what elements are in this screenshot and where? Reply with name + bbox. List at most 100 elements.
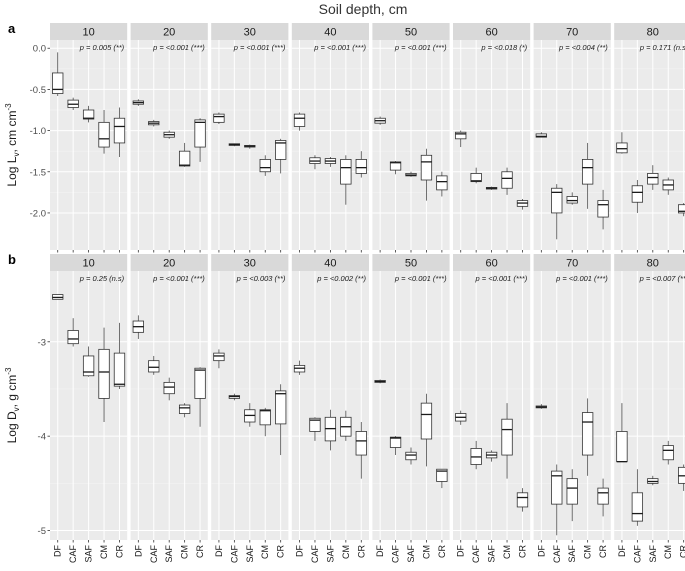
p-value-label: p = <0.001 (***) xyxy=(152,43,205,52)
box-caf xyxy=(148,355,160,375)
y-tick-label: -5 xyxy=(38,526,46,537)
panel-background xyxy=(614,271,685,540)
box-body xyxy=(389,161,402,171)
y-tick-label: 0.0 xyxy=(33,44,46,55)
box-cm xyxy=(178,142,191,167)
box-body xyxy=(98,121,110,148)
chart-title: Soil depth, cm xyxy=(319,1,408,17)
x-tick-label: CM xyxy=(99,545,109,559)
x-tick-label: CR xyxy=(195,545,205,558)
box-body xyxy=(535,133,547,138)
box-saf xyxy=(566,192,578,205)
box-body xyxy=(647,173,659,185)
box-body xyxy=(436,468,448,482)
box-df xyxy=(132,315,144,339)
box-body xyxy=(455,131,467,140)
facet-strip xyxy=(614,254,685,271)
box-saf xyxy=(647,165,659,190)
facet-strip xyxy=(533,23,611,40)
x-tick-label: DF xyxy=(295,545,305,557)
x-tick-label: CR xyxy=(114,545,124,558)
x-tick-label: SAF xyxy=(84,545,94,563)
facet-strip-label: 80 xyxy=(647,27,659,39)
box-cm xyxy=(340,410,352,441)
box-body xyxy=(616,431,628,463)
box-df xyxy=(374,116,386,125)
p-value-label: p = <0.018 (*) xyxy=(480,43,527,52)
box-caf xyxy=(551,464,563,536)
box-saf xyxy=(244,403,256,427)
facet-strip xyxy=(211,23,289,40)
x-tick-label: CM xyxy=(421,545,431,559)
x-tick-label: CR xyxy=(598,545,608,558)
x-tick-label: CM xyxy=(583,545,593,559)
facet-strip-label: 20 xyxy=(163,27,175,39)
box-cr xyxy=(194,118,206,162)
box-body xyxy=(501,171,513,189)
x-tick-label: SAF xyxy=(325,545,335,563)
box-df xyxy=(213,112,225,124)
box-saf xyxy=(405,447,417,465)
facet-strip-label: 50 xyxy=(405,27,417,39)
box-body xyxy=(420,402,433,440)
box-saf xyxy=(163,377,175,401)
box-df xyxy=(535,404,547,409)
facet-strip-label: 70 xyxy=(566,27,578,39)
facet-strip-label: 70 xyxy=(566,258,578,270)
box-df xyxy=(374,379,386,384)
x-tick-label: DF xyxy=(214,545,224,557)
box-body xyxy=(82,109,95,120)
p-value-label: p = <0.001 (***) xyxy=(233,43,286,52)
facet-strip-label: 60 xyxy=(485,258,497,270)
box-df xyxy=(616,403,628,463)
facet-strip-label: 40 xyxy=(324,258,336,270)
box-body xyxy=(566,478,578,505)
box-body xyxy=(405,451,417,461)
facet-strip xyxy=(291,254,369,271)
box-df xyxy=(455,130,467,148)
box-caf xyxy=(148,119,160,127)
box-cr xyxy=(355,151,367,178)
box-cr xyxy=(355,422,367,479)
facet-strip xyxy=(533,254,611,271)
box-cr xyxy=(516,198,529,210)
box-body xyxy=(213,113,225,123)
box-body xyxy=(113,352,126,387)
box-cr xyxy=(436,468,448,489)
box-cr xyxy=(678,464,685,491)
box-saf xyxy=(82,105,95,123)
box-cm xyxy=(340,155,352,205)
x-tick-label: SAF xyxy=(567,545,577,563)
facet-strip xyxy=(130,254,208,271)
facet-strip xyxy=(211,254,289,271)
p-value-label: p = 0.005 (**) xyxy=(79,43,125,52)
box-body xyxy=(275,390,287,425)
facet-strip xyxy=(50,254,128,271)
p-value-label: p = 0.171 (n.s) xyxy=(639,43,685,52)
box-body xyxy=(597,487,609,505)
p-value-label: p = <0.001 (***) xyxy=(313,43,366,52)
box-cm xyxy=(420,393,433,467)
p-value-label: p = <0.001 (***) xyxy=(394,274,447,283)
x-tick-label: CAF xyxy=(310,544,320,563)
x-tick-label: DF xyxy=(536,545,546,557)
y-tick-label: -3 xyxy=(38,337,46,348)
x-tick-label: CM xyxy=(180,545,190,559)
facet-strip xyxy=(50,23,128,40)
box-body xyxy=(631,492,644,522)
p-value-label: p = <0.001 (***) xyxy=(555,274,608,283)
box-saf xyxy=(405,171,417,177)
y-axis-title-b: Log Dv, g cm-3 xyxy=(4,367,21,443)
box-saf xyxy=(324,156,337,167)
facet-strip-label: 60 xyxy=(485,27,497,39)
box-cm xyxy=(581,142,594,209)
box-body xyxy=(275,140,287,160)
box-saf xyxy=(324,409,337,451)
x-tick-label: CR xyxy=(679,545,685,558)
box-body xyxy=(678,204,685,214)
p-value-label: p = <0.004 (**) xyxy=(558,43,608,52)
box-body xyxy=(148,360,160,373)
box-caf xyxy=(389,161,402,175)
facet-strip xyxy=(372,254,450,271)
facet-strip xyxy=(453,254,531,271)
